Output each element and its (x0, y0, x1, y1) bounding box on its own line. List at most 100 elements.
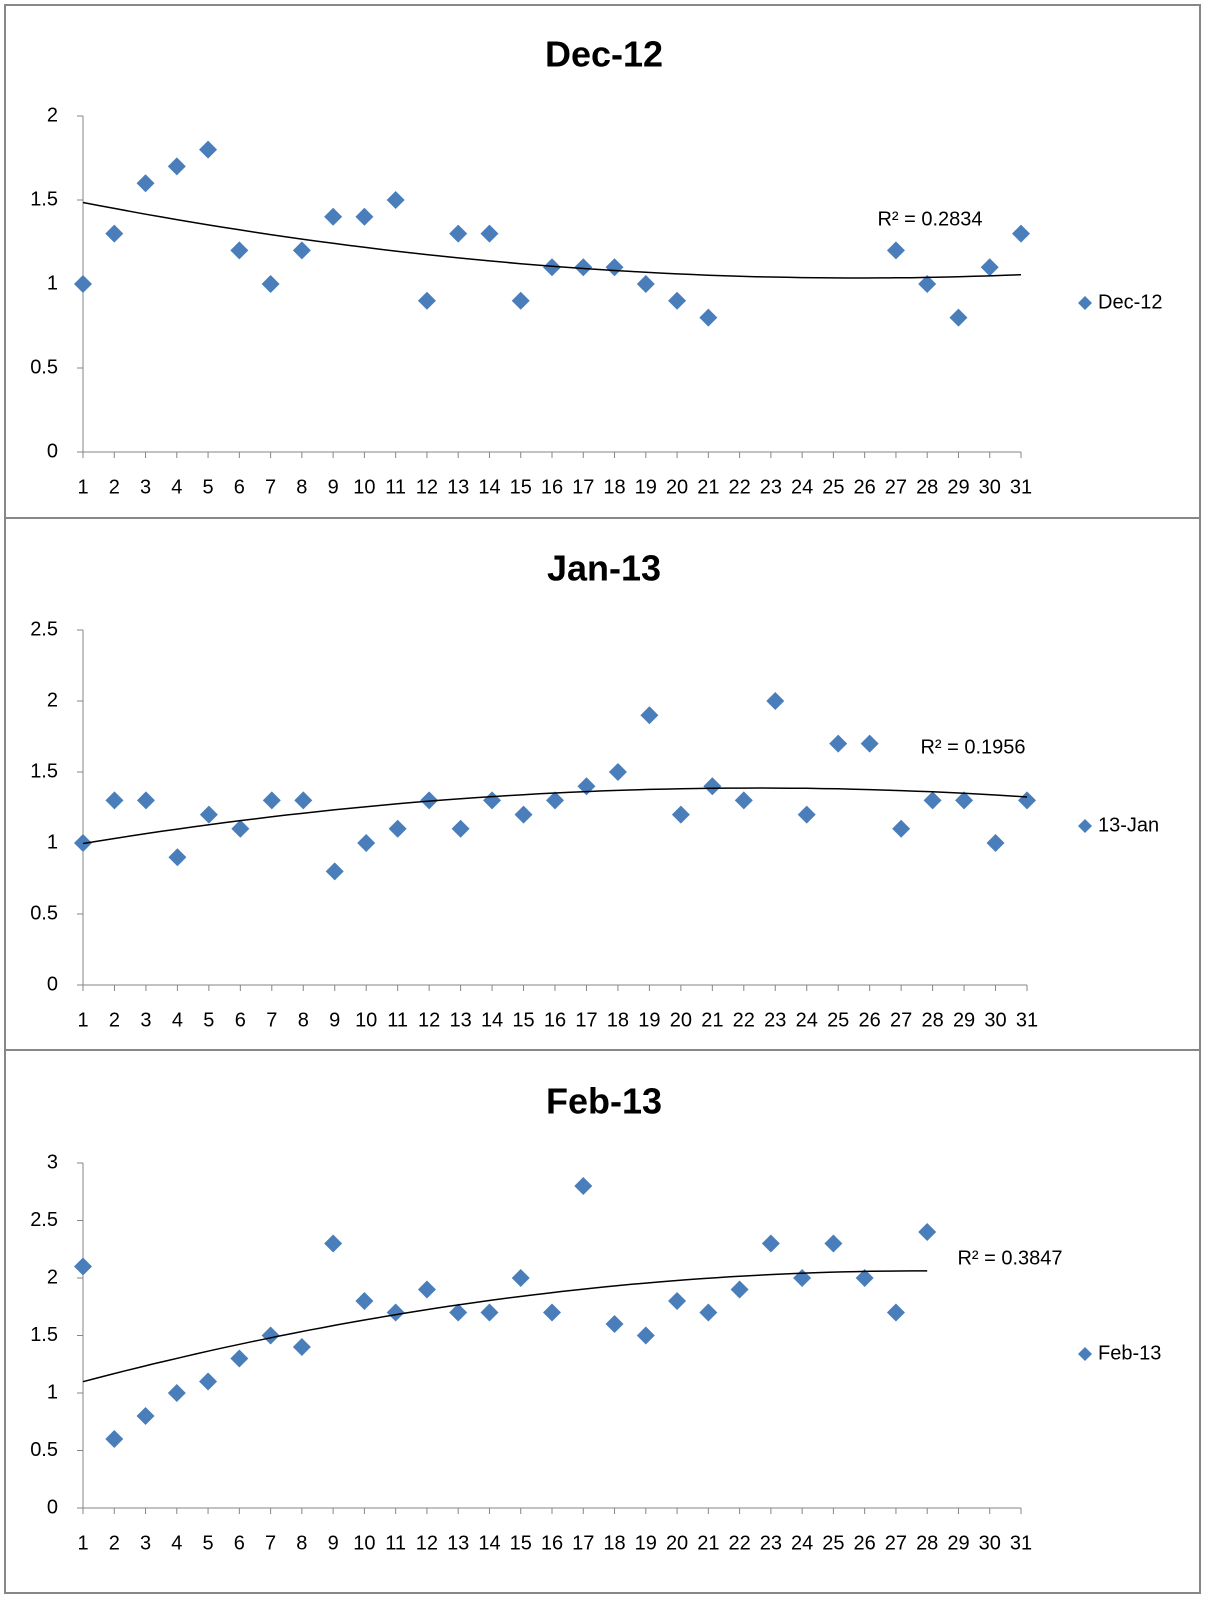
y-tick-label: 0 (47, 973, 58, 995)
data-point (546, 791, 564, 810)
x-tick-label: 2 (109, 1532, 120, 1554)
data-point (199, 140, 218, 159)
data-point (703, 777, 722, 796)
x-tick-label: 5 (203, 1532, 214, 1554)
chart-title: Jan-13 (547, 548, 661, 589)
data-point (824, 1234, 843, 1253)
x-tick-label: 1 (77, 1532, 88, 1554)
x-tick-label: 18 (603, 1532, 625, 1554)
x-tick-label: 25 (827, 1009, 849, 1031)
data-point (292, 241, 311, 260)
data-point (986, 834, 1005, 852)
legend-label: 13-Jan (1098, 814, 1159, 836)
x-tick-label: 24 (791, 1532, 813, 1554)
data-point (325, 862, 344, 881)
data-point (543, 1303, 561, 1322)
x-tick-label: 20 (666, 476, 688, 498)
data-point (167, 157, 186, 176)
x-tick-label: 3 (140, 1532, 151, 1554)
x-tick-label: 16 (541, 476, 563, 498)
x-tick-label: 19 (635, 1532, 657, 1554)
data-point (918, 275, 937, 293)
data-point (105, 791, 124, 810)
x-tick-label: 26 (854, 476, 876, 498)
x-tick-label: 23 (760, 1532, 782, 1554)
data-point (449, 224, 468, 243)
x-tick-label: 6 (235, 1009, 246, 1031)
x-tick-label: 30 (979, 1532, 1001, 1554)
trendline-label: R² = 0.2834 (877, 208, 982, 230)
x-tick-label: 19 (638, 1009, 660, 1031)
x-tick-label: 9 (328, 1532, 339, 1554)
y-tick-label: 2 (47, 104, 58, 126)
x-tick-label: 16 (541, 1532, 563, 1554)
data-point (892, 819, 911, 838)
x-tick-label: 29 (947, 476, 969, 498)
data-point (386, 191, 405, 209)
y-tick-label: 2.5 (30, 1209, 58, 1231)
x-tick-label: 5 (203, 1009, 214, 1031)
y-tick-label: 1 (47, 272, 58, 294)
data-point (668, 1292, 687, 1310)
data-point (574, 1177, 593, 1195)
legend-marker (1078, 819, 1092, 833)
x-tick-label: 13 (447, 476, 469, 498)
x-tick-label: 16 (544, 1009, 566, 1031)
data-point (324, 207, 343, 226)
data-point (1018, 791, 1036, 810)
x-tick-label: 3 (140, 476, 151, 498)
y-tick-label: 2.5 (30, 618, 58, 640)
x-tick-label: 26 (859, 1009, 881, 1031)
x-tick-label: 9 (328, 476, 339, 498)
data-point (168, 848, 187, 867)
y-tick-label: 0 (47, 1496, 58, 1518)
data-point (923, 791, 942, 810)
data-point (605, 1315, 624, 1333)
x-tick-label: 21 (697, 1532, 719, 1554)
data-point (699, 1303, 718, 1322)
data-point (480, 1303, 499, 1322)
y-tick-label: 3 (47, 1151, 58, 1173)
data-point (886, 1303, 905, 1322)
x-tick-label: 13 (449, 1009, 471, 1031)
x-tick-label: 1 (77, 1009, 88, 1031)
x-tick-label: 22 (728, 476, 750, 498)
y-tick-label: 0.5 (30, 1439, 58, 1461)
x-tick-label: 25 (822, 1532, 844, 1554)
x-tick-label: 23 (760, 476, 782, 498)
data-point (730, 1280, 749, 1299)
x-tick-label: 21 (697, 476, 719, 498)
x-tick-label: 18 (607, 1009, 629, 1031)
data-point (136, 1407, 155, 1425)
data-point (605, 258, 624, 277)
x-tick-label: 31 (1010, 476, 1032, 498)
x-tick-label: 4 (171, 476, 182, 498)
legend-label: Feb-13 (1098, 1342, 1161, 1364)
data-point (636, 1326, 655, 1345)
y-tick-label: 1.5 (30, 1324, 58, 1346)
data-point (918, 1223, 937, 1241)
data-point (136, 791, 155, 810)
x-tick-label: 12 (416, 1532, 438, 1554)
data-point (668, 291, 687, 310)
data-point (608, 763, 627, 781)
x-tick-label: 20 (666, 1532, 688, 1554)
data-point (230, 241, 249, 260)
data-point (511, 1269, 530, 1287)
x-tick-label: 14 (481, 1009, 503, 1031)
trendline-label: R² = 0.3847 (957, 1247, 1062, 1269)
x-tick-label: 28 (921, 1009, 943, 1031)
legend-label: Dec-12 (1098, 291, 1162, 313)
data-point (417, 1280, 436, 1299)
data-point (449, 1303, 468, 1322)
legend-marker (1078, 296, 1092, 310)
data-point (511, 291, 530, 310)
data-point (292, 1338, 311, 1356)
data-point (671, 805, 690, 824)
data-point (829, 734, 848, 753)
data-point (136, 174, 155, 193)
x-tick-label: 30 (979, 476, 1001, 498)
y-tick-label: 1.5 (30, 188, 58, 210)
x-tick-label: 17 (572, 1532, 594, 1554)
